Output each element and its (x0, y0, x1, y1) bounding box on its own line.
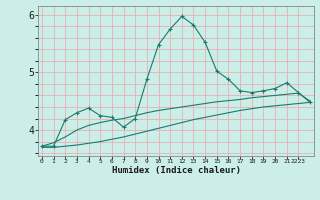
X-axis label: Humidex (Indice chaleur): Humidex (Indice chaleur) (111, 166, 241, 175)
